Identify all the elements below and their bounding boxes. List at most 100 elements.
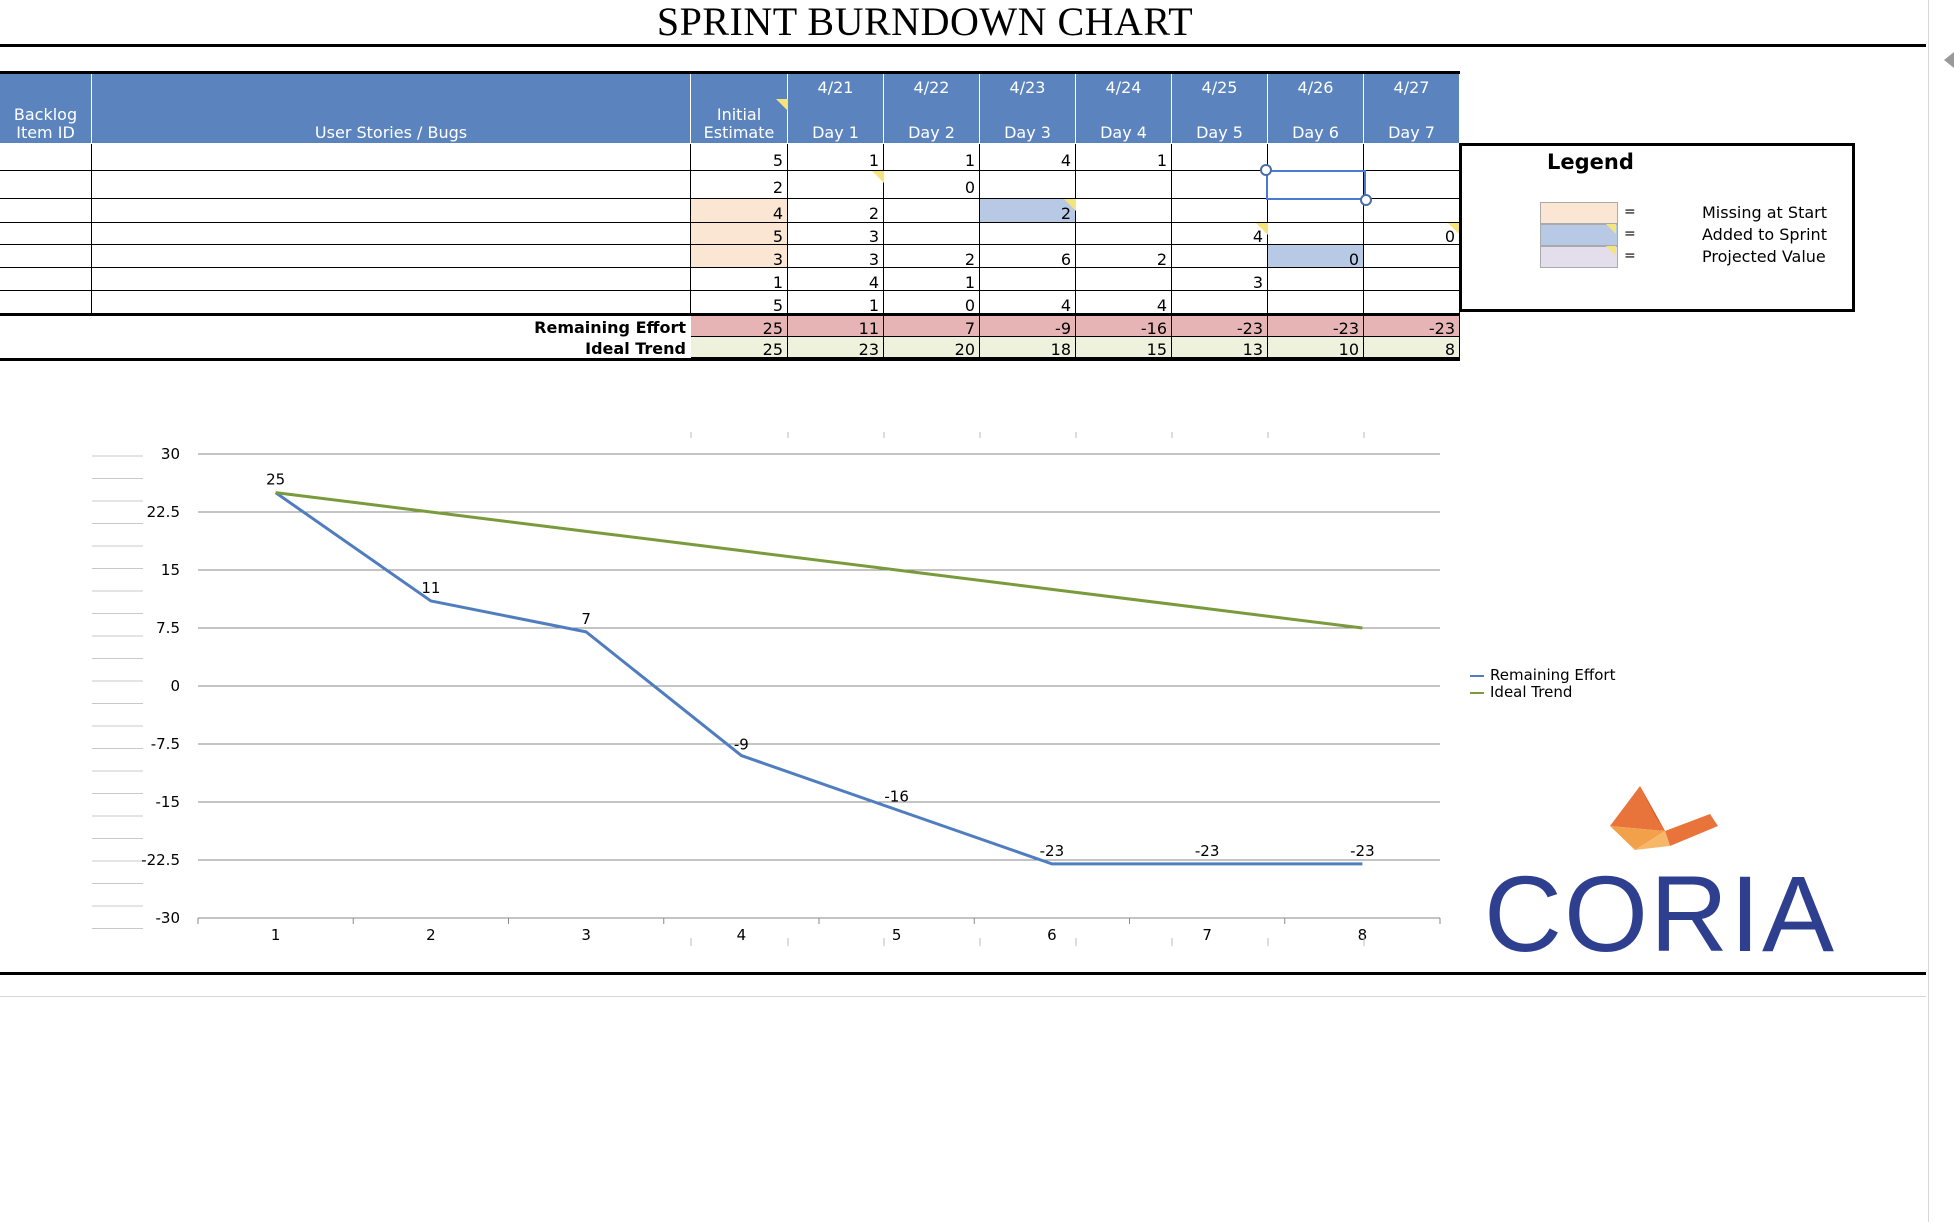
- backlog-id-cell[interactable]: [0, 223, 92, 245]
- backlog-id-cell[interactable]: [0, 268, 92, 291]
- remaining-value-cell[interactable]: 7: [884, 316, 980, 338]
- backlog-id-cell[interactable]: [0, 171, 92, 199]
- day-cell[interactable]: [1076, 171, 1172, 199]
- day-cell[interactable]: 2: [1076, 245, 1172, 269]
- day-cell[interactable]: [1364, 268, 1460, 291]
- day-cell[interactable]: [1268, 291, 1364, 314]
- day-cell[interactable]: 4: [1076, 291, 1172, 315]
- day-cell[interactable]: [1268, 223, 1364, 245]
- day-cell[interactable]: 1: [1076, 144, 1172, 171]
- ideal-value-cell[interactable]: 25: [691, 337, 788, 359]
- selection-handle-icon[interactable]: [1360, 194, 1372, 206]
- day-cell[interactable]: 4: [980, 291, 1076, 315]
- day-cell[interactable]: 0: [1268, 245, 1364, 269]
- collapse-arrow-icon[interactable]: [1944, 52, 1954, 68]
- backlog-id-cell[interactable]: [0, 291, 92, 314]
- comment-marker-icon[interactable]: [1064, 199, 1076, 211]
- day-cell[interactable]: 4: [788, 268, 884, 292]
- ideal-value-cell[interactable]: 8: [1364, 337, 1460, 359]
- estimate-cell[interactable]: 5: [691, 223, 788, 246]
- story-cell[interactable]: [92, 223, 691, 245]
- day-cell[interactable]: 2: [788, 199, 884, 223]
- backlog-id-cell[interactable]: [0, 144, 92, 171]
- day-cell[interactable]: [1364, 291, 1460, 314]
- day-cell[interactable]: 4: [1172, 223, 1268, 246]
- day-cell[interactable]: 6: [980, 245, 1076, 269]
- day-cell[interactable]: [884, 223, 980, 245]
- day-cell[interactable]: [884, 199, 980, 223]
- estimate-cell[interactable]: 3: [691, 245, 788, 269]
- day-cell[interactable]: [1172, 199, 1268, 223]
- day-cell[interactable]: 1: [788, 144, 884, 171]
- day-cell[interactable]: 3: [1172, 268, 1268, 292]
- day-cell[interactable]: [1364, 171, 1460, 199]
- remaining-value-cell[interactable]: -23: [1364, 316, 1460, 338]
- day-cell[interactable]: 0: [884, 171, 980, 199]
- remaining-value-cell[interactable]: 25: [691, 316, 788, 338]
- header-day-4[interactable]: 4/24 Day 4: [1076, 73, 1172, 143]
- day-cell[interactable]: 1: [788, 291, 884, 315]
- day-cell[interactable]: [1364, 144, 1460, 171]
- cell-selection[interactable]: [1266, 170, 1366, 200]
- estimate-cell[interactable]: 1: [691, 268, 788, 292]
- header-initial-estimate[interactable]: Initial Estimate: [691, 73, 788, 143]
- backlog-id-cell[interactable]: [0, 199, 92, 223]
- day-cell[interactable]: 3: [788, 245, 884, 269]
- comment-marker-icon[interactable]: [776, 99, 788, 111]
- ideal-value-cell[interactable]: 13: [1172, 337, 1268, 359]
- day-cell[interactable]: [788, 171, 884, 199]
- selection-handle-icon[interactable]: [1260, 164, 1272, 176]
- header-day-3[interactable]: 4/23 Day 3: [980, 73, 1076, 143]
- ideal-value-cell[interactable]: 20: [884, 337, 980, 359]
- day-cell[interactable]: 4: [980, 144, 1076, 171]
- header-day-1[interactable]: 4/21 Day 1: [788, 73, 884, 143]
- day-cell[interactable]: [1268, 268, 1364, 291]
- story-cell[interactable]: [92, 144, 691, 171]
- story-cell[interactable]: [92, 171, 691, 199]
- day-cell[interactable]: [1076, 199, 1172, 223]
- day-cell[interactable]: [980, 223, 1076, 245]
- day-cell[interactable]: [980, 171, 1076, 199]
- backlog-id-cell[interactable]: [0, 245, 92, 268]
- header-day-5[interactable]: 4/25 Day 5: [1172, 73, 1268, 143]
- ideal-value-cell[interactable]: 18: [980, 337, 1076, 359]
- remaining-value-cell[interactable]: -23: [1172, 316, 1268, 338]
- header-user-stories[interactable]: User Stories / Bugs: [92, 73, 691, 143]
- comment-marker-icon[interactable]: [872, 171, 884, 183]
- day-cell[interactable]: [1268, 144, 1364, 171]
- day-cell[interactable]: [1172, 291, 1268, 314]
- day-cell[interactable]: 0: [884, 291, 980, 315]
- day-cell[interactable]: [980, 268, 1076, 291]
- header-day-6[interactable]: 4/26 Day 6: [1268, 73, 1364, 143]
- day-cell[interactable]: [1076, 268, 1172, 291]
- ideal-value-cell[interactable]: 10: [1268, 337, 1364, 359]
- day-cell[interactable]: 1: [884, 144, 980, 171]
- estimate-cell[interactable]: 5: [691, 144, 788, 171]
- burndown-line-chart[interactable]: 30 22.5 15 7.5 0 -7.5 -15 -22.5 -30 1 2 3 4 5 6 7 8 25 11 7…: [0, 420, 1460, 960]
- comment-marker-icon[interactable]: [1448, 223, 1460, 235]
- day-cell[interactable]: 2: [884, 245, 980, 269]
- day-cell[interactable]: [1172, 144, 1268, 171]
- day-cell[interactable]: [1172, 171, 1268, 199]
- estimate-cell[interactable]: 5: [691, 291, 788, 315]
- remaining-value-cell[interactable]: -23: [1268, 316, 1364, 338]
- day-cell[interactable]: 3: [788, 223, 884, 246]
- day-cell[interactable]: 1: [884, 268, 980, 292]
- remaining-value-cell[interactable]: 11: [788, 316, 884, 338]
- story-cell[interactable]: [92, 245, 691, 268]
- remaining-value-cell[interactable]: -9: [980, 316, 1076, 338]
- ideal-value-cell[interactable]: 15: [1076, 337, 1172, 359]
- header-day-2[interactable]: 4/22 Day 2: [884, 73, 980, 143]
- day-cell[interactable]: [1172, 245, 1268, 268]
- header-backlog-id[interactable]: Backlog Item ID: [0, 73, 92, 143]
- comment-marker-icon[interactable]: [1256, 223, 1268, 235]
- day-cell[interactable]: [1364, 245, 1460, 268]
- ideal-value-cell[interactable]: 23: [788, 337, 884, 359]
- day-cell[interactable]: [1364, 199, 1460, 223]
- story-cell[interactable]: [92, 199, 691, 223]
- day-cell[interactable]: 0: [1364, 223, 1460, 246]
- day-cell[interactable]: [1268, 199, 1364, 223]
- header-day-7[interactable]: 4/27 Day 7: [1364, 73, 1460, 143]
- day-cell[interactable]: [1076, 223, 1172, 245]
- day-cell[interactable]: 2: [980, 199, 1076, 223]
